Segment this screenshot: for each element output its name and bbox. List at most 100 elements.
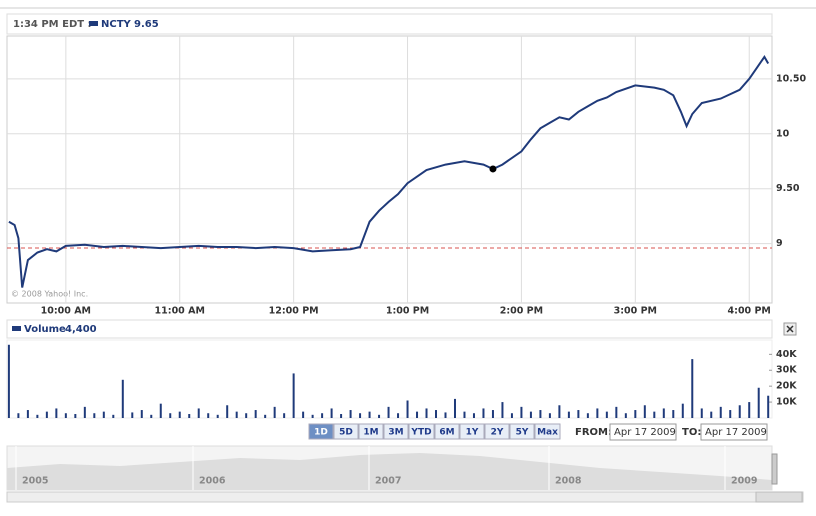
volume-bar xyxy=(102,411,105,418)
volume-bar xyxy=(83,406,86,418)
range-button-label[interactable]: 1M xyxy=(363,428,378,438)
volume-bar xyxy=(558,405,561,418)
volume-bar xyxy=(738,405,741,418)
volume-bar xyxy=(700,408,703,418)
x-tick-label: 12:00 PM xyxy=(269,306,319,317)
volume-bar xyxy=(340,414,343,418)
volume-bar xyxy=(444,412,447,418)
y-tick-label: 10.50 xyxy=(776,73,806,84)
to-label: TO: xyxy=(682,427,701,438)
range-button-box[interactable] xyxy=(434,423,460,440)
y-tick-label: 10K xyxy=(776,397,797,408)
volume-bar xyxy=(245,413,248,418)
volume-bar xyxy=(435,410,438,418)
range-button-box[interactable] xyxy=(509,423,535,440)
range-button[interactable]: 2Y xyxy=(484,423,510,440)
volume-bar xyxy=(321,413,324,418)
range-button-box[interactable] xyxy=(358,423,384,440)
range-button-label[interactable]: 5D xyxy=(339,428,353,438)
range-button-box[interactable] xyxy=(534,423,561,440)
from-value[interactable]: Apr 17 2009 xyxy=(614,427,676,438)
volume-bar xyxy=(7,344,10,418)
range-button-label[interactable]: Max xyxy=(537,428,558,438)
volume-bar xyxy=(368,411,371,418)
range-button[interactable]: 3M xyxy=(383,423,409,440)
to-value[interactable]: Apr 17 2009 xyxy=(705,427,767,438)
volume-bar xyxy=(710,411,713,418)
volume-bar xyxy=(292,373,295,418)
price-line xyxy=(8,55,770,288)
volume-bar xyxy=(615,406,618,418)
volume-bar xyxy=(757,387,760,418)
range-button-box[interactable] xyxy=(484,423,510,440)
range-button[interactable]: YTD xyxy=(408,423,435,440)
volume-bar xyxy=(254,410,257,418)
volume-bar xyxy=(330,408,333,418)
volume-bar xyxy=(520,406,523,418)
range-button-label[interactable]: 1D xyxy=(314,428,328,438)
range-button-label[interactable]: 6M xyxy=(439,428,454,438)
range-button-label[interactable]: 3M xyxy=(388,428,403,438)
volume-bar xyxy=(36,414,39,418)
volume-bar xyxy=(634,410,637,418)
range-button[interactable]: 1D xyxy=(308,423,334,440)
range-button[interactable]: 5D xyxy=(333,423,359,440)
volume-bar xyxy=(453,398,456,418)
range-button[interactable]: Max xyxy=(534,423,561,440)
volume-bar xyxy=(681,403,684,418)
close-icon[interactable] xyxy=(786,325,794,333)
range-button-label[interactable]: YTD xyxy=(410,428,431,438)
range-button-box[interactable] xyxy=(308,423,334,440)
watermark: © 2008 Yahoo! Inc. xyxy=(11,290,88,299)
volume-value: 4,400 xyxy=(65,324,97,335)
legend-name: NCTY xyxy=(101,19,132,30)
overview-handle[interactable] xyxy=(771,453,778,485)
range-button[interactable]: 1M xyxy=(358,423,384,440)
volume-name: Volume xyxy=(24,324,66,335)
range-button-box[interactable] xyxy=(333,423,359,440)
header-bar xyxy=(6,13,773,35)
volume-bar xyxy=(216,414,219,418)
scroll-thumb[interactable] xyxy=(755,491,803,503)
to-input[interactable] xyxy=(700,423,768,441)
range-button[interactable]: 1Y xyxy=(459,423,485,440)
overview-year: 2009 xyxy=(731,476,757,487)
range-button-label[interactable]: 1Y xyxy=(466,428,479,438)
close-volume[interactable] xyxy=(783,322,797,336)
from-label: FROM: xyxy=(575,427,612,438)
volume-bar xyxy=(672,410,675,418)
range-button-box[interactable] xyxy=(408,423,435,440)
hover-marker xyxy=(489,165,497,173)
range-button-label[interactable]: 2Y xyxy=(491,428,504,438)
range-button[interactable]: 6M xyxy=(434,423,460,440)
volume-bar xyxy=(406,400,409,418)
volume-bar xyxy=(311,414,314,418)
volume-bar xyxy=(548,413,551,418)
x-tick-label: 11:00 AM xyxy=(155,306,205,317)
range-button[interactable]: 5Y xyxy=(509,423,535,440)
from-input[interactable] xyxy=(609,423,677,441)
range-button-label[interactable]: 5Y xyxy=(516,428,529,438)
overview-year: 2008 xyxy=(555,476,582,487)
volume-bar xyxy=(45,411,48,418)
x-tick-label: 1:00 PM xyxy=(386,306,429,317)
volume-bar xyxy=(197,408,200,418)
range-button-box[interactable] xyxy=(383,423,409,440)
volume-bar xyxy=(425,408,428,418)
x-tick-label: 3:00 PM xyxy=(614,306,657,317)
overview-year: 2005 xyxy=(22,476,48,487)
volume-bar xyxy=(596,408,599,418)
volume-bar xyxy=(472,413,475,418)
volume-bar xyxy=(169,413,172,418)
volume-bar xyxy=(624,413,627,418)
volume-bar xyxy=(577,410,580,418)
y-tick-label: 9 xyxy=(776,238,783,249)
volume-bar xyxy=(719,406,722,418)
legend-swatch xyxy=(89,21,98,26)
scrollbar[interactable] xyxy=(6,491,804,503)
volume-bar xyxy=(178,411,181,418)
range-button-box[interactable] xyxy=(459,423,485,440)
x-tick-label: 4:00 PM xyxy=(728,306,771,317)
